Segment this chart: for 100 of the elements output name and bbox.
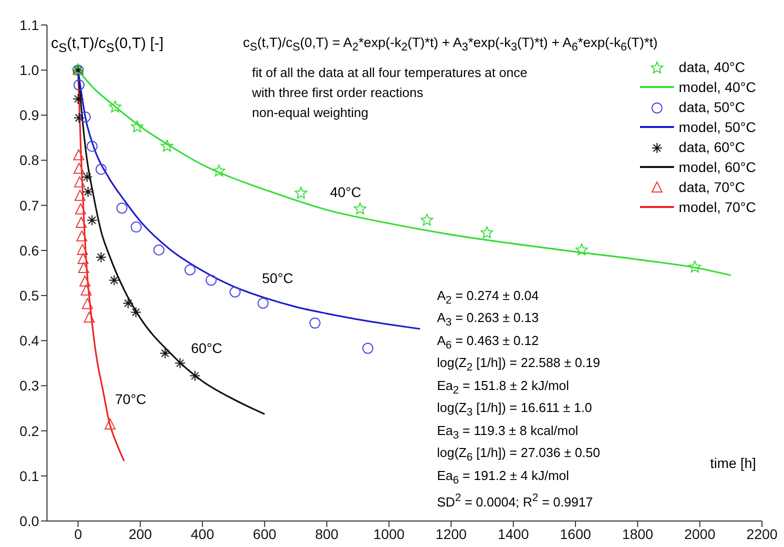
point <box>230 286 241 298</box>
annotation: 40°C <box>330 184 362 200</box>
annotation: log(Z$_{3}$ [1/h]) = 16.611 ± 1.0 <box>437 400 592 421</box>
legend-label: model, 70°C <box>678 199 756 215</box>
point <box>160 140 174 152</box>
point <box>74 79 85 90</box>
annotation: 50°C <box>262 270 294 286</box>
legend-label: data, 70°C <box>678 179 746 195</box>
annotation: 60°C <box>191 340 222 356</box>
x-tick-label: 200 <box>128 526 152 542</box>
x-tick-label: 400 <box>190 526 214 542</box>
point <box>72 93 84 104</box>
point <box>82 298 93 310</box>
y-axis-title: c$_{S}$(t,T)/c$_{S}$(0,T) [-] <box>51 35 164 55</box>
x-tick-label: 600 <box>252 526 276 542</box>
point <box>76 244 88 255</box>
annotation: Ea$_{3}$ = 119.3 ± 8 kcal/mol <box>437 423 578 444</box>
x-tick-label: 800 <box>315 526 339 542</box>
point <box>420 214 434 226</box>
point <box>79 276 90 287</box>
legend-label: data, 60°C <box>678 139 746 155</box>
point <box>86 214 98 226</box>
point <box>84 312 95 323</box>
point <box>82 171 93 182</box>
point <box>130 306 142 318</box>
annotation: 70°C <box>115 391 146 407</box>
point <box>86 140 98 152</box>
point <box>309 318 320 329</box>
point <box>362 342 374 354</box>
point <box>74 190 86 201</box>
x-tick-label: 1000 <box>373 526 405 542</box>
point <box>294 186 308 199</box>
x-tick-label: 0 <box>74 526 82 542</box>
point <box>73 149 84 160</box>
point <box>74 162 85 174</box>
point <box>80 111 91 122</box>
x-tick-label: 2200 <box>746 526 778 542</box>
point <box>130 120 144 132</box>
point <box>108 100 122 112</box>
legend-label: data, 40°C <box>678 59 746 75</box>
point <box>189 370 200 382</box>
point <box>480 226 494 238</box>
point <box>206 274 217 286</box>
point <box>76 230 88 242</box>
x-tick-label: 2000 <box>684 526 716 542</box>
point <box>96 252 107 263</box>
point <box>75 203 86 214</box>
point <box>688 260 702 272</box>
x-tick-label: 1800 <box>622 526 654 542</box>
legend-label: model, 50°C <box>678 119 756 135</box>
point <box>116 202 128 214</box>
legend-label: model, 40°C <box>678 79 756 95</box>
annotation: A$_{3}$ = 0.263 ± 0.13 <box>437 310 539 331</box>
annotation: SD$^{2}$ = 0.0004; R$^{2}$ = 0.9917 <box>437 491 593 510</box>
point <box>160 348 171 359</box>
point <box>80 284 92 296</box>
point <box>74 112 85 124</box>
point <box>174 358 186 369</box>
annotation: log(Z$_{2}$ [1/h]) = 22.588 ± 0.19 <box>437 355 600 376</box>
point <box>184 264 196 276</box>
point <box>130 222 142 233</box>
point <box>575 244 588 256</box>
point <box>78 252 89 264</box>
y-tick-label: 0.0 <box>20 512 40 529</box>
point <box>96 164 107 175</box>
annotation: Ea$_{6}$ = 191.2 ± 4 kJ/mol <box>437 468 570 489</box>
point <box>122 298 134 309</box>
annotation: Ea$_{2}$ = 151.8 ± 2 kJ/mol <box>437 378 570 399</box>
y-tick-label: 0.4 <box>20 332 40 349</box>
point <box>212 164 226 176</box>
point <box>104 418 116 430</box>
point <box>153 244 164 256</box>
annotation: log(Z$_{6}$ [1/h]) = 27.036 ± 0.50 <box>437 445 600 466</box>
point <box>78 262 90 273</box>
text: c$_{S}$(t,T)/c$_{S}$(0,T) = A$_{2}$*exp(-k$_{2}$(T)*t) + A$_{3}$*exp(-k$_{3}$(T)*t) + A$_{6}$*exp(-k$_{6}$(T)*t) <box>243 35 658 54</box>
point <box>258 298 269 309</box>
annotation: A$_{6}$ = 0.463 ± 0.12 <box>437 333 539 354</box>
y-tick-label: 0.7 <box>20 197 40 214</box>
point <box>74 176 86 188</box>
annotation: A$_{2}$ = 0.274 ± 0.04 <box>437 288 539 309</box>
x-axis-title: time [h] <box>710 455 756 471</box>
y-tick-label: 0.6 <box>20 242 40 258</box>
annotation: non-equal weighting <box>252 105 368 121</box>
y-tick-label: 0.8 <box>20 152 40 168</box>
x-tick-label: 1600 <box>560 526 592 542</box>
legend-label: model, 60°C <box>678 159 756 175</box>
y-tick-label: 1.0 <box>20 62 40 78</box>
y-tick-label: 0.2 <box>20 422 40 439</box>
point <box>76 216 87 228</box>
point <box>108 274 120 286</box>
x-tick-label: 1200 <box>436 526 467 542</box>
point <box>354 202 366 214</box>
y-tick-label: 1.1 <box>20 16 40 33</box>
annotation: fit of all the data at all four temperatures at once <box>252 65 528 81</box>
x-tick-label: 1400 <box>498 526 530 542</box>
legend-label: data, 50°C <box>678 99 746 115</box>
annotation: with three first order reactions <box>252 85 424 101</box>
y-tick-label: 0.5 <box>20 288 40 304</box>
y-tick-label: 0.9 <box>20 107 40 124</box>
y-tick-label: 0.3 <box>20 378 40 394</box>
